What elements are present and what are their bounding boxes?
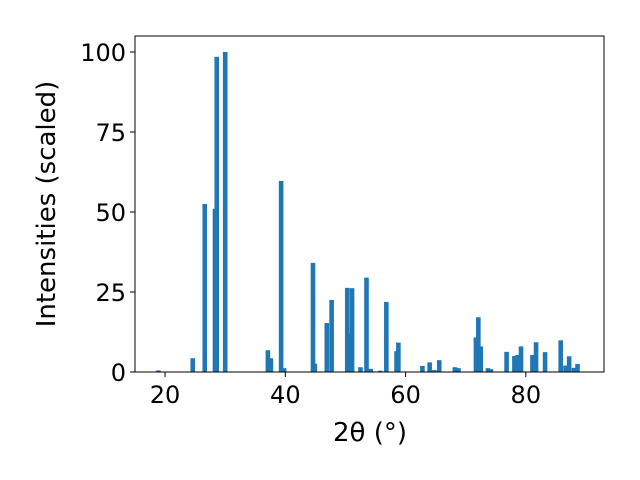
y-axis-ticks: 0 25 50 75 100 [80, 39, 135, 387]
y-tick-label: 50 [95, 199, 126, 227]
bar [485, 368, 491, 372]
bar [378, 370, 383, 372]
bar [432, 370, 437, 372]
bar [563, 365, 568, 372]
y-tick-label: 75 [95, 119, 126, 147]
bar [364, 277, 369, 372]
y-tick-label: 100 [80, 39, 126, 67]
bar [281, 368, 287, 372]
x-tick-label: 60 [390, 381, 421, 409]
x-tick-label: 80 [511, 381, 542, 409]
bar [265, 350, 271, 372]
y-tick-label: 0 [111, 359, 126, 387]
x-axis-label: 2θ (°) [333, 418, 407, 448]
bar [571, 367, 577, 372]
bar [202, 204, 208, 372]
bar [515, 355, 520, 372]
x-axis-ticks: 20 40 60 80 [150, 372, 541, 409]
bar [575, 364, 580, 372]
bar [530, 355, 535, 372]
bar [190, 358, 196, 372]
bar [512, 356, 517, 372]
bar [384, 301, 389, 372]
bar [329, 300, 334, 372]
bar [156, 370, 161, 372]
y-tick-label: 25 [95, 279, 126, 307]
bar [214, 56, 220, 373]
x-tick-label: 40 [270, 381, 301, 409]
bar [436, 360, 442, 372]
bar [420, 365, 425, 372]
bar [368, 368, 373, 372]
bar [504, 351, 509, 372]
bar [427, 362, 432, 372]
bar [488, 369, 494, 372]
bar [452, 367, 458, 372]
bar [558, 340, 564, 372]
bar [344, 287, 350, 372]
bar [456, 368, 461, 372]
x-tick-label: 20 [150, 381, 181, 409]
bar [476, 317, 481, 372]
bar [542, 352, 548, 372]
bar [518, 346, 524, 372]
bar [324, 323, 330, 372]
bars-group [156, 52, 580, 373]
bar [268, 358, 274, 372]
bar [349, 288, 355, 372]
bar [566, 356, 572, 372]
y-axis-label: Intensities (scaled) [32, 81, 62, 328]
bar [312, 363, 318, 372]
bar [278, 180, 284, 372]
plot-frame [134, 35, 605, 373]
bar [473, 337, 479, 372]
bar [478, 346, 484, 372]
bar [222, 52, 228, 372]
bar [358, 367, 363, 372]
bar [533, 342, 539, 372]
bar [396, 342, 401, 372]
bar [310, 262, 316, 372]
